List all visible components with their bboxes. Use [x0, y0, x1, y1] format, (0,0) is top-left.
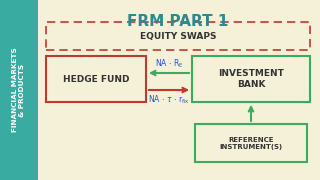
Text: HEDGE FUND: HEDGE FUND: [63, 75, 129, 84]
Text: FINANCIAL MARKETS
& PRODUCTS: FINANCIAL MARKETS & PRODUCTS: [12, 48, 26, 132]
Text: INVESTMENT
BANK: INVESTMENT BANK: [218, 69, 284, 89]
Text: NA $\cdot$ $\tau$ $\cdot$ r$_\mathrm{fix}$: NA $\cdot$ $\tau$ $\cdot$ r$_\mathrm{fix…: [148, 93, 190, 105]
Text: FRM PART 1: FRM PART 1: [127, 14, 229, 29]
Text: NA $\cdot$ R$_\mathrm{E}$: NA $\cdot$ R$_\mathrm{E}$: [155, 57, 183, 70]
Bar: [46, 22, 310, 50]
Bar: [192, 56, 310, 102]
Text: REFERENCE
INSTRUMENT(S): REFERENCE INSTRUMENT(S): [220, 136, 283, 150]
Bar: [46, 56, 146, 102]
Bar: [195, 124, 307, 162]
Text: EQUITY SWAPS: EQUITY SWAPS: [140, 31, 216, 40]
Bar: [0, 0, 38, 180]
